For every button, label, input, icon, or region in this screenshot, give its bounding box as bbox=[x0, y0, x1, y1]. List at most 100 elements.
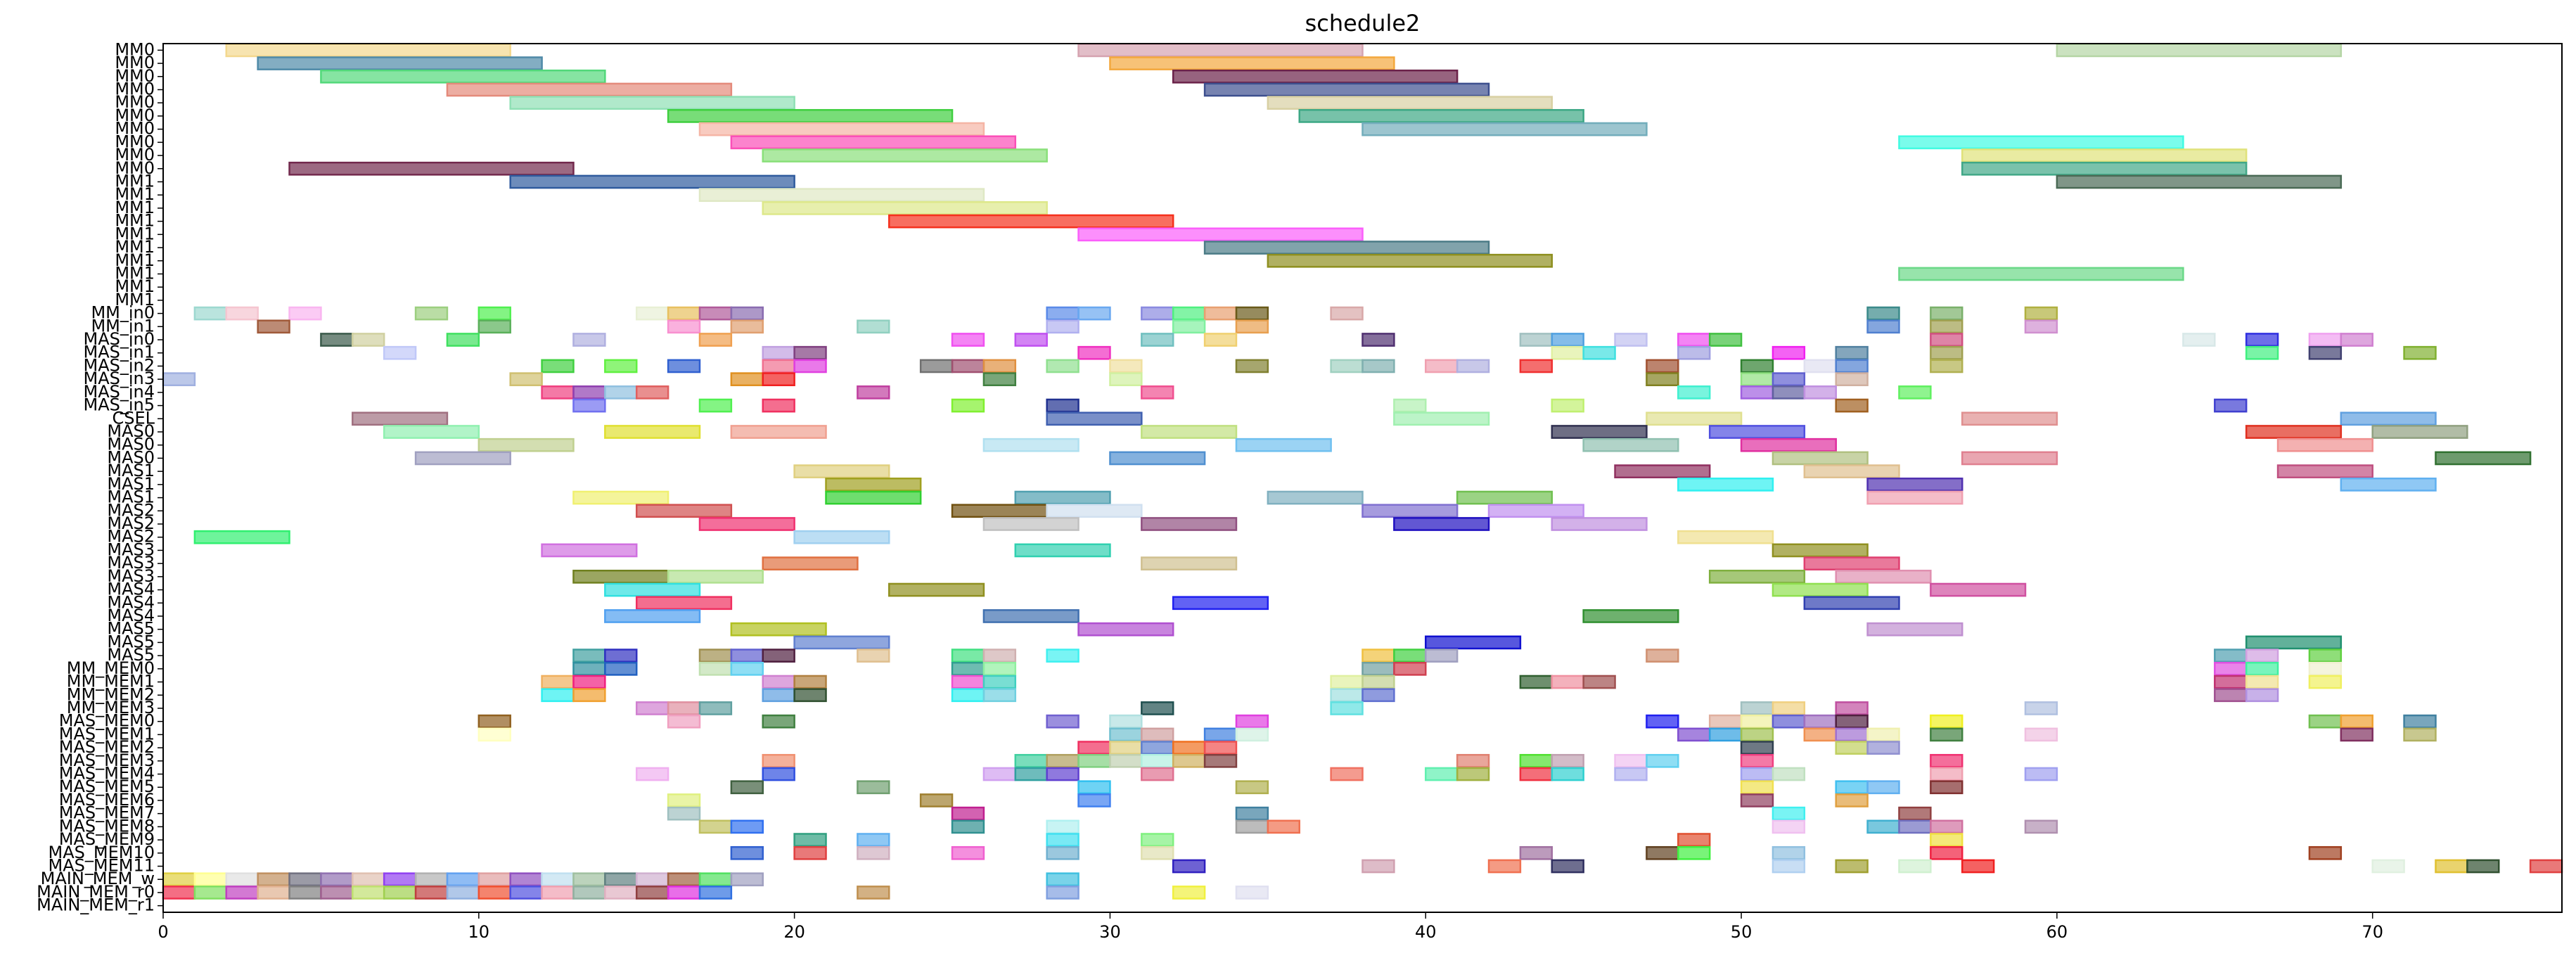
schedule-bar bbox=[1835, 780, 1869, 795]
schedule-bar bbox=[1519, 845, 1553, 860]
schedule-bar bbox=[1803, 596, 1900, 611]
schedule-bar bbox=[1172, 596, 1269, 611]
schedule-bar bbox=[1708, 333, 1743, 347]
schedule-bar bbox=[825, 477, 922, 492]
schedule-bar bbox=[762, 649, 795, 663]
schedule-bar bbox=[352, 333, 385, 347]
schedule-bar bbox=[257, 872, 290, 887]
y-tick-label: MAS_in1 bbox=[83, 343, 155, 362]
schedule-bar bbox=[667, 714, 701, 729]
schedule-bar bbox=[2245, 425, 2343, 439]
schedule-bar bbox=[698, 306, 733, 321]
schedule-bar bbox=[1046, 845, 1079, 860]
schedule-bar bbox=[1803, 556, 1900, 570]
schedule-bar bbox=[1961, 411, 2058, 426]
schedule-bar bbox=[1898, 859, 1932, 874]
schedule-bar bbox=[478, 872, 511, 887]
schedule-bar bbox=[762, 372, 795, 387]
schedule-bar bbox=[1393, 411, 1490, 426]
schedule-bar bbox=[2245, 661, 2279, 676]
schedule-bar bbox=[2182, 333, 2216, 347]
schedule-bar bbox=[1646, 649, 1679, 663]
schedule-bar bbox=[572, 385, 606, 400]
schedule-bar bbox=[1141, 425, 1238, 439]
y-tick-label: MAS_MEM11 bbox=[49, 856, 155, 876]
schedule-bar bbox=[604, 385, 638, 400]
schedule-bar bbox=[1361, 333, 1395, 347]
schedule-bar bbox=[446, 333, 480, 347]
y-tick-label: MM_MEM1 bbox=[67, 672, 155, 691]
schedule-bar bbox=[982, 517, 1079, 531]
schedule-bar bbox=[1046, 306, 1079, 321]
schedule-bar bbox=[1393, 661, 1427, 676]
schedule-bar bbox=[1141, 727, 1174, 742]
schedule-bar bbox=[1866, 741, 1900, 755]
schedule-bar bbox=[572, 333, 606, 347]
schedule-bar bbox=[1803, 714, 1837, 729]
schedule-bar bbox=[1866, 727, 1900, 742]
schedule-bar bbox=[730, 819, 764, 834]
y-tick-label: MM0 bbox=[115, 132, 155, 151]
schedule-bar bbox=[730, 306, 764, 321]
schedule-bar bbox=[1930, 780, 1963, 795]
schedule-bar bbox=[1046, 753, 1079, 768]
schedule-bar bbox=[1141, 333, 1174, 347]
schedule-bar bbox=[1771, 701, 1806, 715]
bars-layer bbox=[162, 43, 2563, 900]
schedule-bar bbox=[635, 701, 669, 715]
schedule-bar bbox=[478, 438, 575, 452]
schedule-bar bbox=[793, 833, 827, 847]
schedule-bar bbox=[635, 886, 669, 900]
schedule-bar bbox=[1046, 398, 1079, 413]
schedule-bar bbox=[1487, 859, 1522, 874]
schedule-bar bbox=[541, 359, 575, 373]
schedule-bar bbox=[1740, 741, 1774, 755]
schedule-bar bbox=[1961, 859, 1995, 874]
schedule-bar bbox=[2245, 635, 2343, 650]
schedule-bar bbox=[509, 372, 543, 387]
schedule-bar bbox=[667, 701, 701, 715]
schedule-bar bbox=[1077, 43, 1364, 58]
schedule-bar bbox=[2276, 438, 2373, 452]
schedule-bar bbox=[1930, 359, 1963, 373]
schedule-bar bbox=[414, 872, 449, 887]
schedule-bar bbox=[635, 504, 733, 518]
schedule-bar bbox=[1898, 806, 1932, 821]
y-tick-label: MAS2 bbox=[107, 527, 155, 547]
schedule-bar bbox=[257, 886, 290, 900]
y-tick-label: MM_MEM0 bbox=[67, 658, 155, 678]
y-tick-label: MM_MEM2 bbox=[67, 684, 155, 704]
schedule-bar bbox=[1172, 886, 1206, 900]
schedule-bar bbox=[1930, 333, 1963, 347]
schedule-bar bbox=[383, 345, 417, 360]
schedule-bar bbox=[951, 819, 985, 834]
schedule-bar bbox=[1519, 753, 1553, 768]
schedule-bar bbox=[1740, 714, 1774, 729]
schedule-bar bbox=[1930, 345, 1963, 360]
schedule-bar bbox=[2056, 174, 2343, 189]
schedule-bar bbox=[1930, 845, 1963, 860]
schedule-bar bbox=[1551, 398, 1584, 413]
schedule-bar bbox=[162, 872, 196, 887]
schedule-bar bbox=[1046, 649, 1079, 663]
schedule-bar bbox=[1109, 359, 1143, 373]
schedule-bar bbox=[1898, 819, 1932, 834]
schedule-bar bbox=[1898, 135, 2184, 150]
schedule-bar bbox=[2371, 425, 2468, 439]
schedule-bar bbox=[1141, 556, 1238, 570]
y-tick-label: MAIN_MEM_r1 bbox=[37, 895, 155, 915]
schedule-bar bbox=[1141, 845, 1174, 860]
schedule-bar bbox=[1677, 345, 1711, 360]
schedule-bar bbox=[1677, 530, 1774, 544]
schedule-bar bbox=[1361, 661, 1395, 676]
schedule-bar bbox=[1677, 845, 1711, 860]
schedule-bar bbox=[1835, 359, 1869, 373]
schedule-bar bbox=[1330, 688, 1364, 703]
schedule-bar bbox=[951, 359, 985, 373]
schedule-bar bbox=[762, 345, 795, 360]
schedule-bar bbox=[1456, 359, 1490, 373]
schedule-bar bbox=[604, 661, 638, 676]
schedule-bar bbox=[951, 661, 985, 676]
schedule-bar bbox=[1141, 517, 1238, 531]
schedule-bar bbox=[982, 688, 1017, 703]
